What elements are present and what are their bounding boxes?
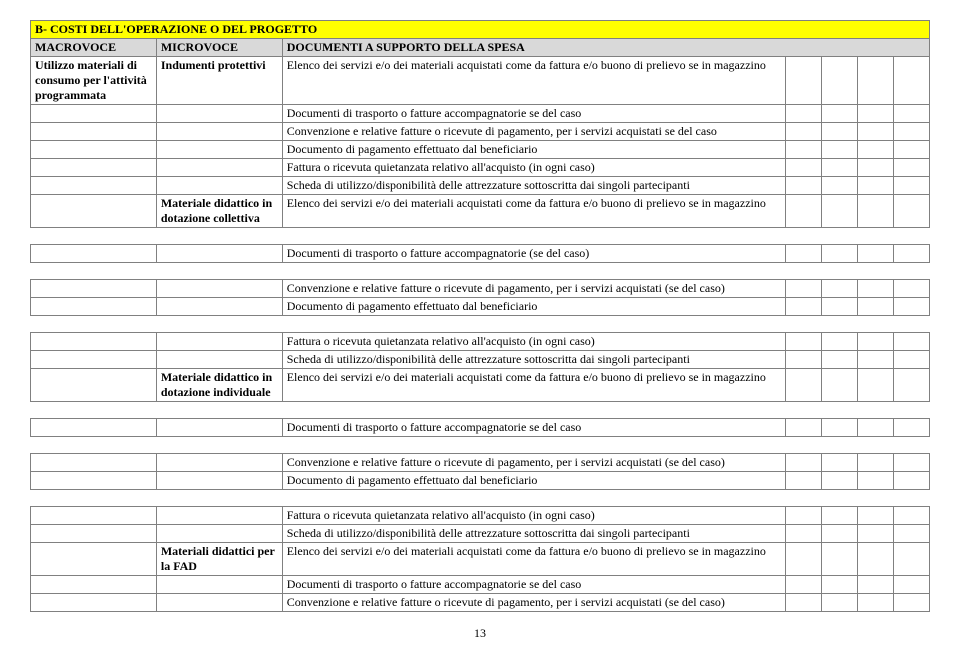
col-macro: MACROVOCE (31, 39, 157, 57)
empty-cell (858, 57, 894, 105)
doc-cell: Convenzione e relative fatture o ricevut… (282, 123, 785, 141)
doc-cell: Convenzione e relative fatture o ricevut… (282, 454, 785, 472)
doc-cell: Elenco dei servizi e/o dei materiali acq… (282, 543, 785, 576)
costs-table: B- COSTI DELL'OPERAZIONE O DEL PROGETTO … (30, 20, 930, 612)
doc-cell: Fattura o ricevuta quietanzata relativo … (282, 507, 785, 525)
empty-cell (786, 57, 822, 105)
doc-cell: Scheda di utilizzo/disponibilità delle a… (282, 525, 785, 543)
doc-cell: Convenzione e relative fatture o ricevut… (282, 280, 785, 298)
macrovoce-cell: Utilizzo materiali di consumo per l'atti… (31, 57, 157, 105)
doc-cell: Documento di pagamento effettuato dal be… (282, 141, 785, 159)
microvoce-indumenti: Indumenti protettivi (156, 57, 282, 105)
doc-cell: Fattura o ricevuta quietanzata relativo … (282, 159, 785, 177)
empty-cell (822, 57, 858, 105)
microvoce-fad: Materiali didattici per la FAD (156, 543, 282, 576)
doc-cell: Elenco dei servizi e/o dei materiali acq… (282, 57, 785, 105)
doc-cell: Documenti di trasporto o fatture accompa… (282, 245, 785, 263)
doc-cell: Documenti di trasporto o fatture accompa… (282, 576, 785, 594)
doc-cell: Fattura o ricevuta quietanzata relativo … (282, 333, 785, 351)
empty-cell (894, 57, 930, 105)
doc-cell: Scheda di utilizzo/disponibilità delle a… (282, 351, 785, 369)
col-micro: MICROVOCE (156, 39, 282, 57)
section-header: B- COSTI DELL'OPERAZIONE O DEL PROGETTO (31, 21, 930, 39)
doc-cell: Documento di pagamento effettuato dal be… (282, 472, 785, 490)
doc-cell: Documenti di trasporto o fatture accompa… (282, 105, 785, 123)
doc-cell: Documenti di trasporto o fatture accompa… (282, 419, 785, 437)
doc-cell: Documento di pagamento effettuato dal be… (282, 298, 785, 316)
microvoce-collettiva: Materiale didattico in dotazione collett… (156, 195, 282, 228)
doc-cell: Convenzione e relative fatture o ricevut… (282, 594, 785, 612)
col-doc: DOCUMENTI A SUPPORTO DELLA SPESA (282, 39, 929, 57)
doc-cell: Elenco dei servizi e/o dei materiali acq… (282, 369, 785, 402)
doc-cell: Scheda di utilizzo/disponibilità delle a… (282, 177, 785, 195)
microvoce-individuale: Materiale didattico in dotazione individ… (156, 369, 282, 402)
doc-cell: Elenco dei servizi e/o dei materiali acq… (282, 195, 785, 228)
page-number: 13 (30, 626, 930, 641)
